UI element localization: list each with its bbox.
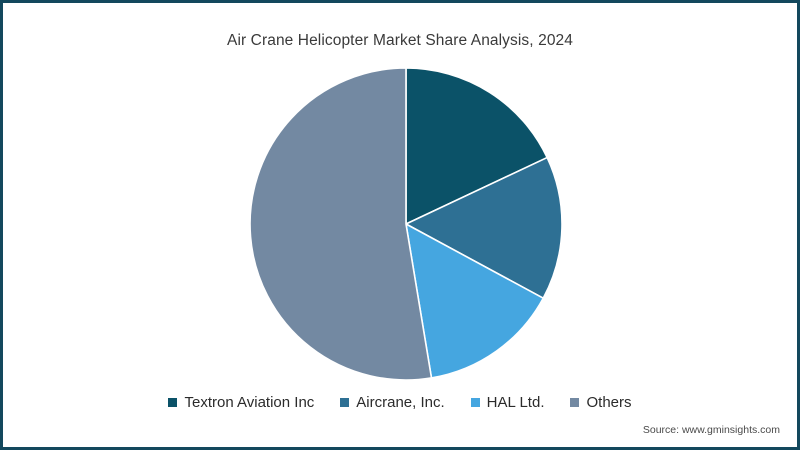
chart-legend: Textron Aviation Inc Aircrane, Inc. HAL Lt… <box>3 395 797 410</box>
pie-slice[interactable] <box>405 156 563 299</box>
legend-item-label: HAL Ltd. <box>486 394 545 411</box>
legend-square-marker-icon <box>340 398 350 407</box>
legend-item[interactable]: HAL Ltd. <box>470 394 545 411</box>
pie-chart-svg <box>249 67 563 381</box>
pie-slice[interactable] <box>405 223 545 379</box>
legend-item-label: Textron Aviation Inc <box>184 394 315 411</box>
source-attribution: Source: www.gminsights.com <box>642 424 780 436</box>
legend-square-marker-icon <box>168 398 178 407</box>
pie-slice[interactable] <box>249 67 433 381</box>
legend-item-label: Aircrane, Inc. <box>356 394 445 411</box>
pie-chart-area <box>3 3 797 447</box>
pie-slice[interactable] <box>405 67 548 225</box>
legend-item[interactable]: Textron Aviation Inc <box>168 395 314 410</box>
legend-item[interactable]: Aircrane, Inc. <box>340 394 445 411</box>
legend-square-marker-icon <box>570 398 580 407</box>
legend-item[interactable]: Others <box>570 394 632 411</box>
chart-title: Air Crane Helicopter Market Share Analys… <box>227 32 573 49</box>
chart-content-area: Air Crane Helicopter Market Share Analys… <box>3 3 797 447</box>
legend-square-marker-icon <box>470 398 480 407</box>
legend-item-label: Others <box>586 394 632 411</box>
